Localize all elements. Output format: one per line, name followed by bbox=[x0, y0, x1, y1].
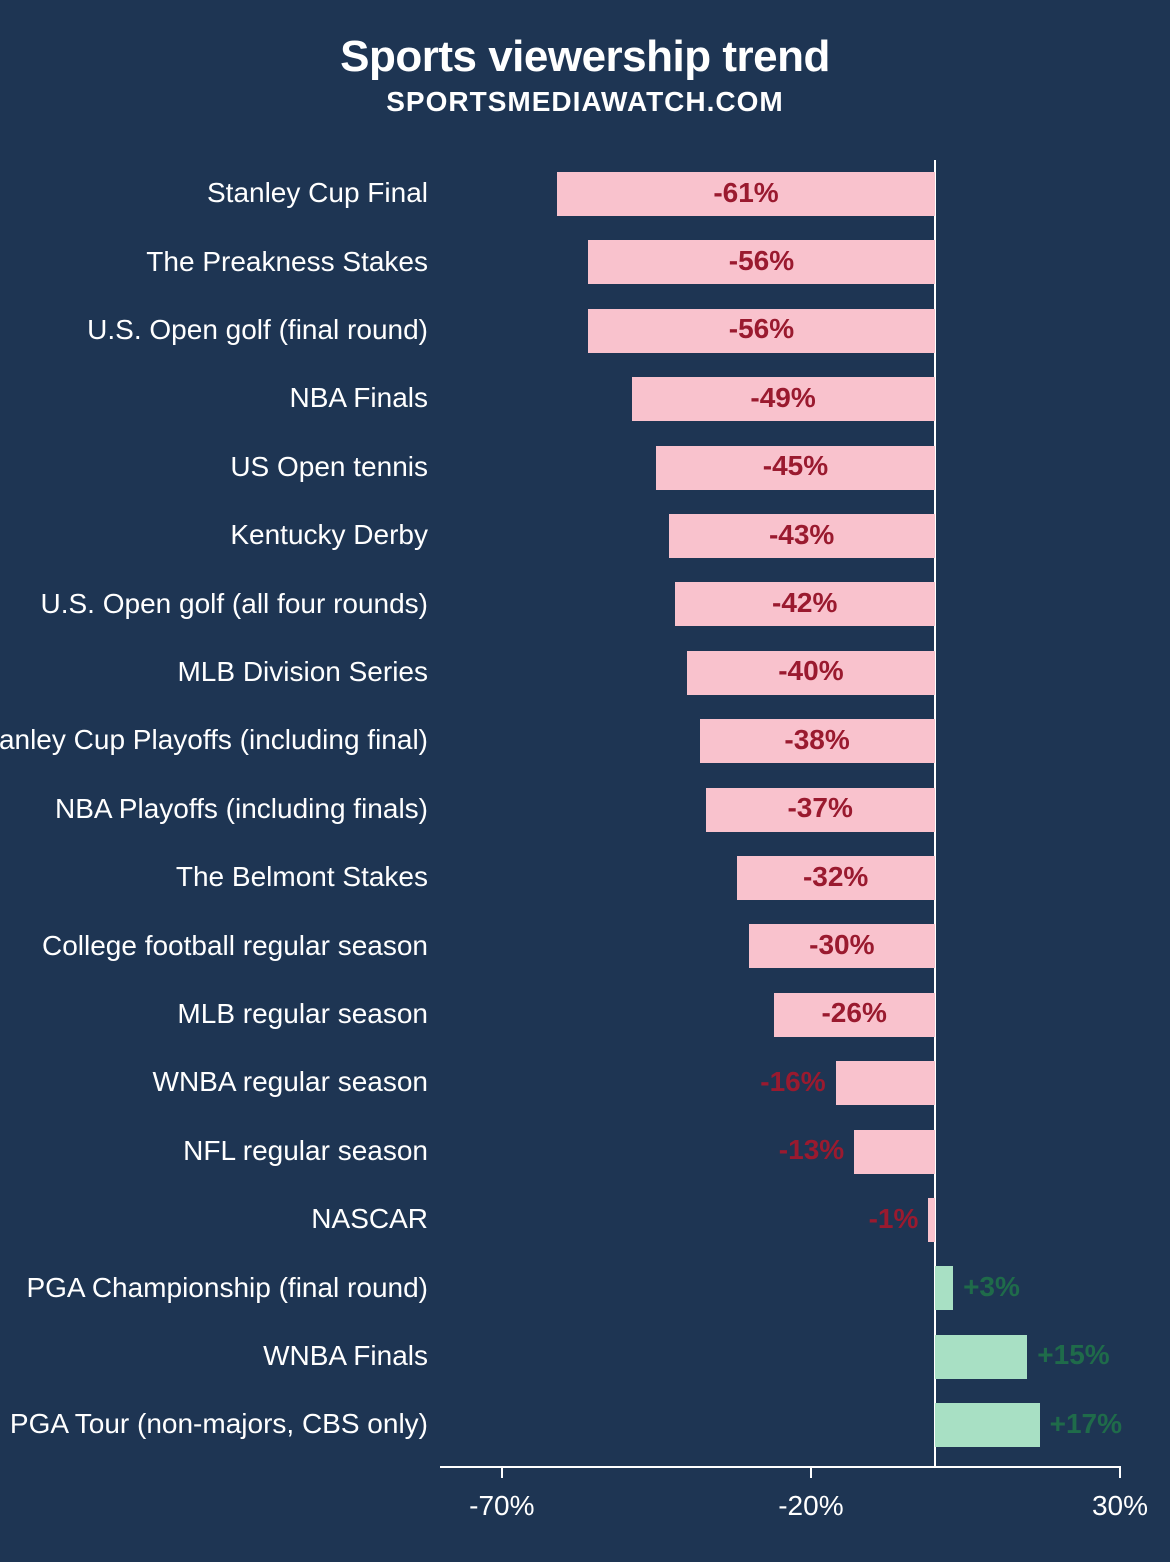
bar-value-label: -1% bbox=[869, 1203, 919, 1235]
category-label: Stanley Cup Playoffs (including final) bbox=[0, 724, 428, 756]
category-label: US Open tennis bbox=[230, 451, 428, 483]
category-label: Kentucky Derby bbox=[230, 519, 428, 551]
bar bbox=[836, 1061, 935, 1105]
category-label: NFL regular season bbox=[183, 1135, 428, 1167]
category-label: U.S. Open golf (all four rounds) bbox=[40, 588, 428, 620]
x-tick-label: -20% bbox=[778, 1490, 843, 1522]
category-label: College football regular season bbox=[42, 930, 428, 962]
category-label: NBA Playoffs (including finals) bbox=[55, 793, 428, 825]
bar-value-label: -16% bbox=[760, 1066, 825, 1098]
chart-plot-area: -70%-20%30%Stanley Cup Final-61%The Prea… bbox=[440, 160, 1120, 1470]
bar-value-label: +3% bbox=[963, 1271, 1020, 1303]
bar-value-label: -40% bbox=[778, 655, 843, 687]
category-label: The Preakness Stakes bbox=[146, 246, 428, 278]
bar-value-label: -61% bbox=[713, 177, 778, 209]
bar bbox=[928, 1198, 934, 1242]
bar-value-label: -49% bbox=[750, 382, 815, 414]
x-axis-line bbox=[440, 1466, 1120, 1468]
bar-value-label: -30% bbox=[809, 929, 874, 961]
bar-value-label: -26% bbox=[821, 997, 886, 1029]
bar-value-label: -13% bbox=[779, 1134, 844, 1166]
category-label: WNBA Finals bbox=[263, 1340, 428, 1372]
bar-value-label: -43% bbox=[769, 519, 834, 551]
bar-value-label: +15% bbox=[1037, 1339, 1109, 1371]
bar bbox=[935, 1403, 1040, 1447]
category-label: U.S. Open golf (final round) bbox=[87, 314, 428, 346]
bar-value-label: -42% bbox=[772, 587, 837, 619]
x-tick-mark bbox=[501, 1466, 503, 1478]
bar bbox=[935, 1266, 954, 1310]
bar-value-label: -45% bbox=[763, 450, 828, 482]
category-label: PGA Championship (final round) bbox=[26, 1272, 428, 1304]
bar bbox=[935, 1335, 1028, 1379]
bar-value-label: +17% bbox=[1050, 1408, 1122, 1440]
x-tick-mark bbox=[810, 1466, 812, 1478]
category-label: NBA Finals bbox=[290, 382, 429, 414]
chart-subtitle: SPORTSMEDIAWATCH.COM bbox=[0, 86, 1170, 118]
x-tick-label: 30% bbox=[1092, 1490, 1148, 1522]
bar-value-label: -38% bbox=[784, 724, 849, 756]
chart-title: Sports viewership trend bbox=[0, 32, 1170, 82]
bar-value-label: -56% bbox=[729, 313, 794, 345]
bar-value-label: -32% bbox=[803, 861, 868, 893]
bar bbox=[854, 1130, 934, 1174]
x-tick-label: -70% bbox=[469, 1490, 534, 1522]
bar-value-label: -56% bbox=[729, 245, 794, 277]
x-tick-mark bbox=[1119, 1466, 1121, 1478]
category-label: MLB regular season bbox=[177, 998, 428, 1030]
category-label: NASCAR bbox=[311, 1203, 428, 1235]
category-label: WNBA regular season bbox=[153, 1066, 428, 1098]
category-label: Stanley Cup Final bbox=[207, 177, 428, 209]
category-label: The Belmont Stakes bbox=[176, 861, 428, 893]
bar-value-label: -37% bbox=[787, 792, 852, 824]
category-label: PGA Tour (non-majors, CBS only) bbox=[10, 1408, 428, 1440]
category-label: MLB Division Series bbox=[177, 656, 428, 688]
